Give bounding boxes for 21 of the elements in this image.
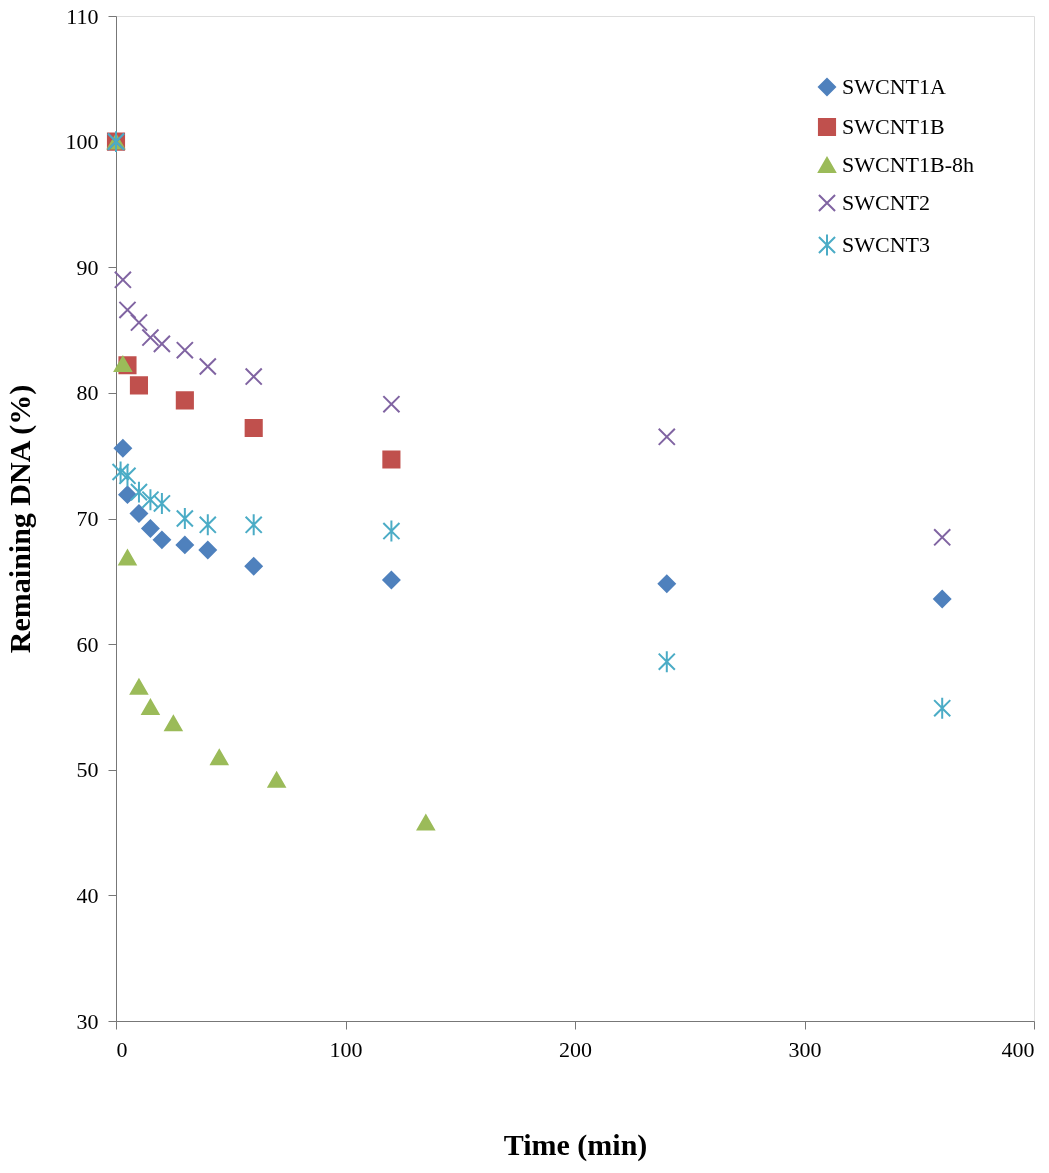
y-tick-label: 40 [76,882,99,908]
y-tick-label: 30 [76,1008,99,1034]
y-tick-label: 100 [65,129,99,155]
y-tick-label: 110 [66,3,99,29]
legend-label: SWCNT2 [842,190,930,215]
legend-label: SWCNT1A [842,74,946,99]
legend-label: SWCNT1B-8h [842,152,974,177]
x-tick-label: 0 [116,1036,128,1062]
x-axis-title: Time (min) [503,1127,648,1162]
x-tick-label: 400 [1001,1036,1035,1062]
y-tick-label: 60 [76,631,99,657]
legend-label: SWCNT1B [842,114,945,139]
y-tick-label: 50 [76,757,99,783]
x-tick-label: 300 [788,1036,822,1062]
legend-label: SWCNT3 [842,232,930,257]
x-tick-label: 200 [559,1036,592,1062]
y-axis-title: Remaining DNA (%) [2,384,37,654]
y-tick-label: 70 [76,506,99,531]
y-tick-label: 80 [76,380,99,406]
x-tick-label: 100 [329,1036,363,1062]
y-tick-label: 90 [76,254,99,280]
